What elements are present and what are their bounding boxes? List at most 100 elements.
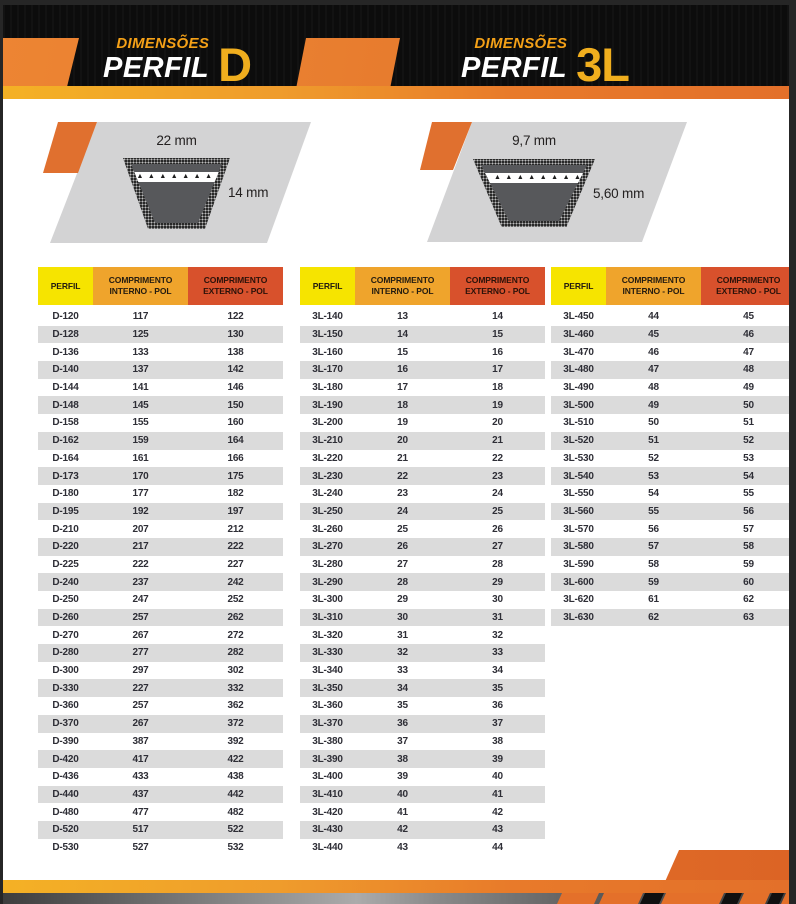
externo-cell: 252	[227, 594, 244, 606]
externo-cell: 164	[227, 435, 244, 447]
table-row: D-180 177 182	[38, 485, 283, 503]
perfil-cell: 3L-390	[312, 753, 343, 765]
interno-cell: 22	[397, 470, 408, 482]
externo-cell: 47	[743, 346, 754, 358]
perfil-cell: D-330	[52, 682, 79, 694]
table-row: D-144 141 146	[38, 379, 283, 397]
externo-cell: 23	[492, 470, 503, 482]
interno-cell: 25	[397, 523, 408, 535]
perfil-cell: 3L-370	[312, 718, 343, 730]
table-row: 3L-310 30 31	[300, 608, 545, 627]
table-row: D-530 527 532	[38, 839, 283, 857]
perfil-cell: 3L-290	[312, 576, 343, 588]
interno-cell: 45	[648, 329, 659, 341]
table-row: D-250 247 252	[38, 591, 283, 609]
externo-cell: 50	[743, 399, 754, 411]
interno-cell: 267	[132, 629, 149, 641]
perfil-cell: D-240	[52, 576, 79, 588]
interno-cell: 33	[397, 665, 408, 677]
table-row: 3L-450 44 45	[551, 308, 789, 326]
externo-cell: 29	[492, 576, 503, 588]
interno-cell: 48	[648, 382, 659, 394]
interno-cell: 51	[648, 435, 659, 447]
interno-cell: 14	[397, 329, 408, 341]
externo-cell: 422	[227, 753, 244, 765]
interno-cell: 62	[648, 612, 659, 624]
perfil-cell: 3L-270	[312, 541, 343, 553]
externo-cell: 22	[492, 452, 503, 464]
title-text-column: DIMENSÕES PERFIL	[461, 35, 567, 82]
externo-cell: 55	[743, 488, 754, 500]
table-row: 3L-380 37 38	[300, 733, 545, 751]
externo-cell: 33	[492, 647, 503, 659]
interno-cell: 20	[397, 435, 408, 447]
externo-cell: 272	[227, 629, 244, 641]
cord-band: ▲▲▲▲▲▲▲▲▲	[483, 173, 585, 183]
perfil-cell: 3L-360	[312, 700, 343, 712]
interno-cell: 161	[132, 452, 149, 464]
externo-cell: 45	[743, 311, 754, 323]
section-title-perfil-d: DIMENSÕES PERFIL D	[103, 35, 252, 88]
table-row: 3L-470 46 47	[551, 343, 789, 361]
table-row: 3L-220 21 22	[300, 450, 545, 468]
perfil-cell: 3L-190	[312, 399, 343, 411]
externo-cell: 62	[743, 594, 754, 606]
interno-cell: 297	[132, 665, 149, 677]
footer-orange-strip	[3, 880, 789, 893]
interno-cell: 58	[648, 558, 659, 570]
interno-cell: 42	[397, 824, 408, 836]
table-row: 3L-270 26 27	[300, 537, 545, 556]
externo-cell: 41	[492, 788, 503, 800]
table-row: D-300 297 302	[38, 662, 283, 680]
table-row: 3L-340 33 34	[300, 662, 545, 680]
interno-cell: 227	[132, 682, 149, 694]
table-row: D-520 517 522	[38, 820, 283, 839]
perfil-cell: 3L-460	[563, 329, 594, 341]
perfil-cell: 3L-510	[563, 417, 594, 429]
perfil-cell: 3L-530	[563, 452, 594, 464]
interno-cell: 46	[648, 346, 659, 358]
externo-cell: 16	[492, 346, 503, 358]
externo-cell: 30	[492, 594, 503, 606]
interno-cell: 43	[397, 841, 408, 853]
table-row: 3L-440 43 44	[300, 839, 545, 857]
perfil-cell: 3L-260	[312, 523, 343, 535]
externo-cell: 25	[492, 505, 503, 517]
table-row: 3L-330 32 33	[300, 644, 545, 662]
externo-cell: 532	[227, 841, 244, 853]
table-row: D-370 267 372	[38, 714, 283, 733]
header-orange-strip	[3, 86, 789, 99]
table-row: D-148 145 150	[38, 396, 283, 415]
interno-cell: 19	[397, 417, 408, 429]
table-row: D-436 433 438	[38, 768, 283, 786]
perfil-cell: D-530	[52, 841, 79, 853]
externo-cell: 56	[743, 505, 754, 517]
externo-cell: 31	[492, 612, 503, 624]
interno-cell: 177	[132, 488, 149, 500]
interno-cell: 44	[648, 311, 659, 323]
externo-cell: 38	[492, 735, 503, 747]
table-row: D-195 192 197	[38, 502, 283, 521]
title-prefix: PERFIL	[103, 51, 210, 84]
perfil-cell: 3L-320	[312, 629, 343, 641]
table-row: D-128 125 130	[38, 325, 283, 344]
externo-cell: 21	[492, 435, 503, 447]
table-row: 3L-140 13 14	[300, 308, 545, 326]
externo-cell: 222	[227, 541, 244, 553]
externo-cell: 48	[743, 364, 754, 376]
interno-cell: 387	[132, 735, 149, 747]
interno-cell: 34	[397, 682, 408, 694]
interno-cell: 437	[132, 788, 149, 800]
interno-cell: 59	[648, 576, 659, 588]
perfil-cell: 3L-300	[312, 594, 343, 606]
externo-cell: 332	[227, 682, 244, 694]
footer-slash	[767, 893, 784, 904]
externo-cell: 28	[492, 558, 503, 570]
table-row: D-220 217 222	[38, 537, 283, 556]
belt-side-dimension: 5,60 mm	[593, 186, 645, 201]
table-row: 3L-580 57 58	[551, 537, 789, 556]
interno-cell: 247	[132, 594, 149, 606]
interno-cell: 477	[132, 806, 149, 818]
table-row: 3L-170 16 17	[300, 361, 545, 379]
table-row: 3L-250 24 25	[300, 502, 545, 521]
